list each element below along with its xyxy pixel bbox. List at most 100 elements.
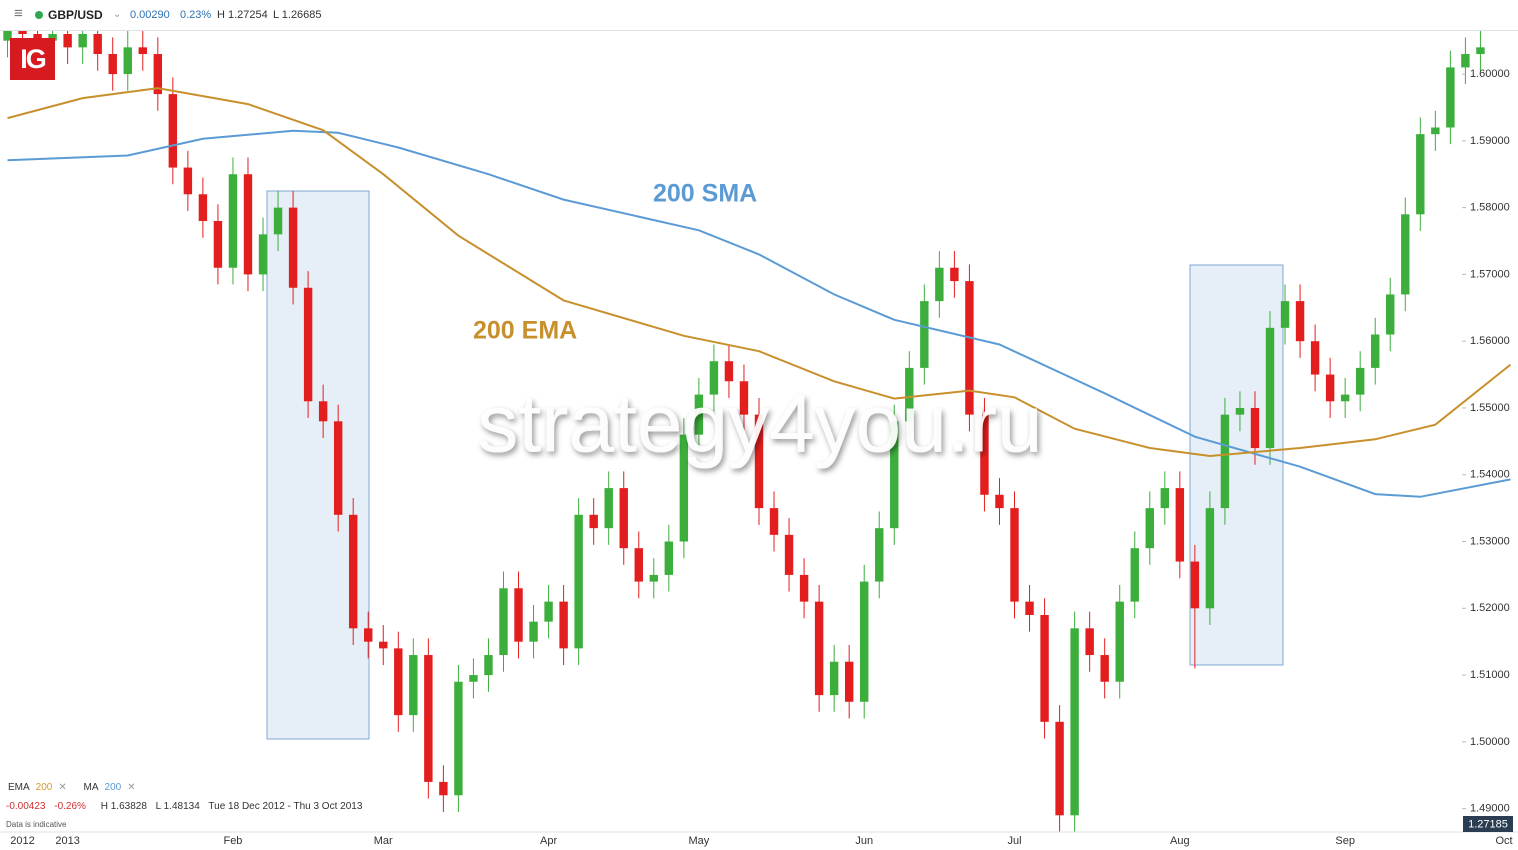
candle-body xyxy=(784,534,794,575)
candle-body xyxy=(1476,47,1485,55)
moving-average-line xyxy=(7,87,1512,458)
candle-body xyxy=(1371,334,1380,368)
candle-body xyxy=(709,361,719,395)
y-tick-label: 1.59000 xyxy=(1470,135,1510,147)
symbol[interactable]: GBP/USD xyxy=(48,8,103,22)
remove-indicator[interactable]: ✕ xyxy=(127,782,136,793)
candle-body xyxy=(754,414,764,509)
candle-body xyxy=(559,601,568,649)
candle-body xyxy=(935,267,944,302)
candle-body xyxy=(859,581,869,702)
candle-body xyxy=(168,94,178,168)
highlight-box xyxy=(266,190,370,740)
candle-body xyxy=(469,675,478,682)
candle-body xyxy=(439,781,448,796)
candle-body xyxy=(484,655,493,676)
y-tick-label: 1.55000 xyxy=(1470,402,1510,414)
y-tick-label: 1.57000 xyxy=(1470,268,1510,280)
candle-body xyxy=(529,621,538,642)
candle-body xyxy=(183,167,193,195)
candle-body xyxy=(348,514,358,629)
candle-body xyxy=(153,54,163,95)
candle-body xyxy=(950,267,959,282)
candle-body xyxy=(93,34,102,55)
candle-body xyxy=(634,548,643,582)
date-range: Tue 18 Dec 2012 - Thu 3 Oct 2013 xyxy=(208,801,363,812)
candle-body xyxy=(394,648,403,716)
y-tick-label: 1.54000 xyxy=(1470,469,1510,481)
candle-body xyxy=(1205,508,1215,609)
x-tick-label: Feb xyxy=(223,835,242,847)
candle-body xyxy=(1265,327,1275,449)
y-tick-label: 1.51000 xyxy=(1470,669,1510,681)
indicator-period: 200 xyxy=(104,782,122,793)
x-tick-label: Aug xyxy=(1170,835,1190,847)
range-change-pct: -0.26% xyxy=(54,801,86,812)
y-tick-label: 1.50000 xyxy=(1470,736,1510,748)
indicator-list: EMA 200 ✕ MA 200 ✕ xyxy=(8,782,142,793)
candle-body xyxy=(1295,301,1305,342)
candle-body xyxy=(213,220,223,268)
candle-body xyxy=(1431,127,1440,135)
candle-body xyxy=(739,381,749,415)
x-tick-label: May xyxy=(688,835,709,847)
candle-body xyxy=(1160,488,1170,509)
ema-label: 200 EMA xyxy=(473,317,577,345)
candle-body xyxy=(1145,508,1154,549)
remove-indicator[interactable]: ✕ xyxy=(58,782,67,793)
candle-body xyxy=(769,508,779,535)
candle-body xyxy=(1070,628,1079,816)
candle-body xyxy=(799,574,809,602)
highlight-box xyxy=(1189,264,1284,666)
candle-body xyxy=(1325,374,1335,402)
candle-body xyxy=(890,421,899,529)
change-pct: 0.23% xyxy=(180,9,212,21)
moving-average-line xyxy=(7,129,1511,498)
candle-body xyxy=(965,281,974,415)
price-tag-box xyxy=(1463,816,1513,832)
y-tick-label: 1.58000 xyxy=(1470,202,1510,214)
candle-body xyxy=(243,174,253,275)
candle-body xyxy=(1386,294,1395,335)
candle-body xyxy=(589,514,598,529)
y-tick-label: 1.56000 xyxy=(1470,335,1510,347)
candle-body xyxy=(63,34,72,48)
candle-body xyxy=(33,34,42,41)
range-low: L 1.48134 xyxy=(155,801,200,812)
candle-body xyxy=(724,361,734,382)
indicator-period: 200 xyxy=(35,782,53,793)
x-tick-label: Apr xyxy=(540,835,557,847)
candle-body xyxy=(123,47,132,75)
candle-body xyxy=(138,47,147,55)
watermark: strategy4you.ru xyxy=(477,379,1042,470)
symbol-dropdown[interactable]: ⌄ xyxy=(113,9,122,20)
candle-body xyxy=(1175,488,1185,562)
menu-icon[interactable]: ≡ xyxy=(14,5,23,22)
candle-body xyxy=(1461,54,1470,68)
x-tick-label: Sep xyxy=(1335,835,1355,847)
candle-body xyxy=(1220,414,1230,509)
x-tick-label: Jul xyxy=(1007,835,1021,847)
candle-body xyxy=(379,641,388,649)
candle-body xyxy=(649,574,659,582)
x-axis-strip xyxy=(0,832,1518,850)
candle-body xyxy=(364,628,373,642)
candle-body xyxy=(3,27,12,41)
candle-body xyxy=(1446,67,1455,128)
candle-body xyxy=(514,588,523,642)
candle-body xyxy=(619,488,628,549)
candle-body xyxy=(273,207,283,235)
candle-body xyxy=(574,514,583,649)
candle-body xyxy=(228,174,238,268)
candle-body xyxy=(424,655,433,782)
candle-body xyxy=(454,681,463,796)
candle-body xyxy=(499,588,508,656)
range-change: -0.00423 xyxy=(6,801,46,812)
candle-body xyxy=(920,301,929,368)
x-tick-label: 2013 xyxy=(55,835,79,847)
candle-body xyxy=(995,494,1004,509)
candle-body xyxy=(78,34,87,48)
candle-body xyxy=(258,234,268,275)
candle-body xyxy=(679,434,689,542)
